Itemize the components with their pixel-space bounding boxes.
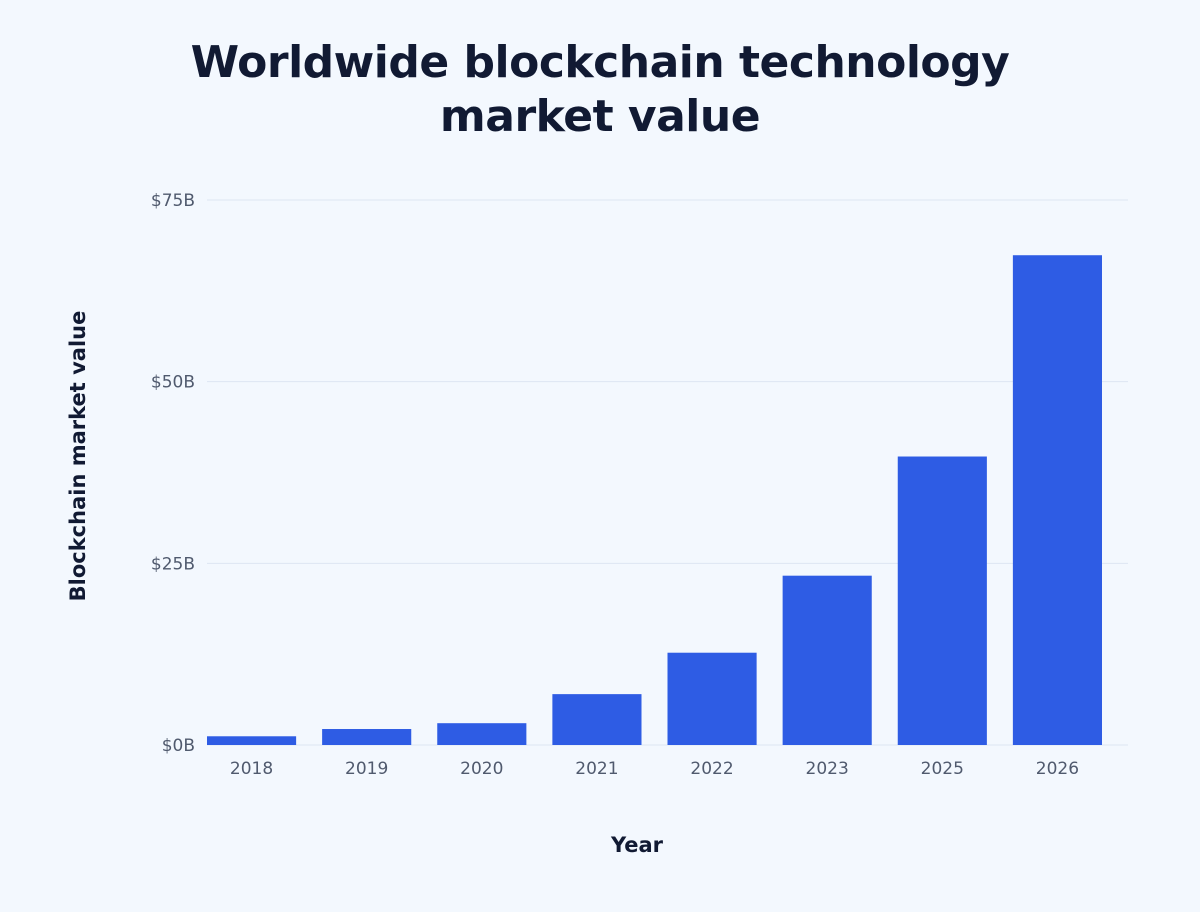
y-tick-labels: $0B $25B $50B $75B: [151, 191, 195, 756]
x-axis-title: Year: [610, 833, 664, 857]
bar-2026: [1012, 255, 1102, 745]
bar-2019: [322, 729, 412, 745]
bar-2022: [667, 652, 757, 745]
y-tick-label: $0B: [162, 736, 195, 756]
chart-title: Worldwide blockchain technology market v…: [0, 36, 1200, 144]
bars: [207, 255, 1102, 745]
chart-title-line-2: market value: [439, 91, 761, 142]
x-tick-label: 2019: [345, 759, 388, 779]
y-tick-label: $50B: [151, 373, 195, 393]
x-tick-labels: 2018 2019 2020 2021 2022 2023 2025 2026: [230, 759, 1079, 779]
y-tick-label: $75B: [151, 191, 195, 211]
bar-2018: [207, 736, 297, 745]
x-tick-label: 2025: [921, 759, 964, 779]
x-tick-label: 2023: [806, 759, 849, 779]
bar-2021: [552, 694, 642, 745]
x-tick-label: 2018: [230, 759, 273, 779]
bar-2023: [782, 575, 872, 745]
y-tick-label: $25B: [151, 554, 195, 574]
chart-title-line-1: Worldwide blockchain technology: [190, 37, 1010, 88]
x-tick-label: 2021: [575, 759, 618, 779]
x-tick-label: 2026: [1036, 759, 1079, 779]
bar-2025: [897, 456, 987, 745]
x-tick-label: 2020: [460, 759, 503, 779]
bar-2020: [437, 723, 527, 745]
y-axis-title: Blockchain market value: [66, 311, 90, 602]
x-tick-label: 2022: [690, 759, 733, 779]
